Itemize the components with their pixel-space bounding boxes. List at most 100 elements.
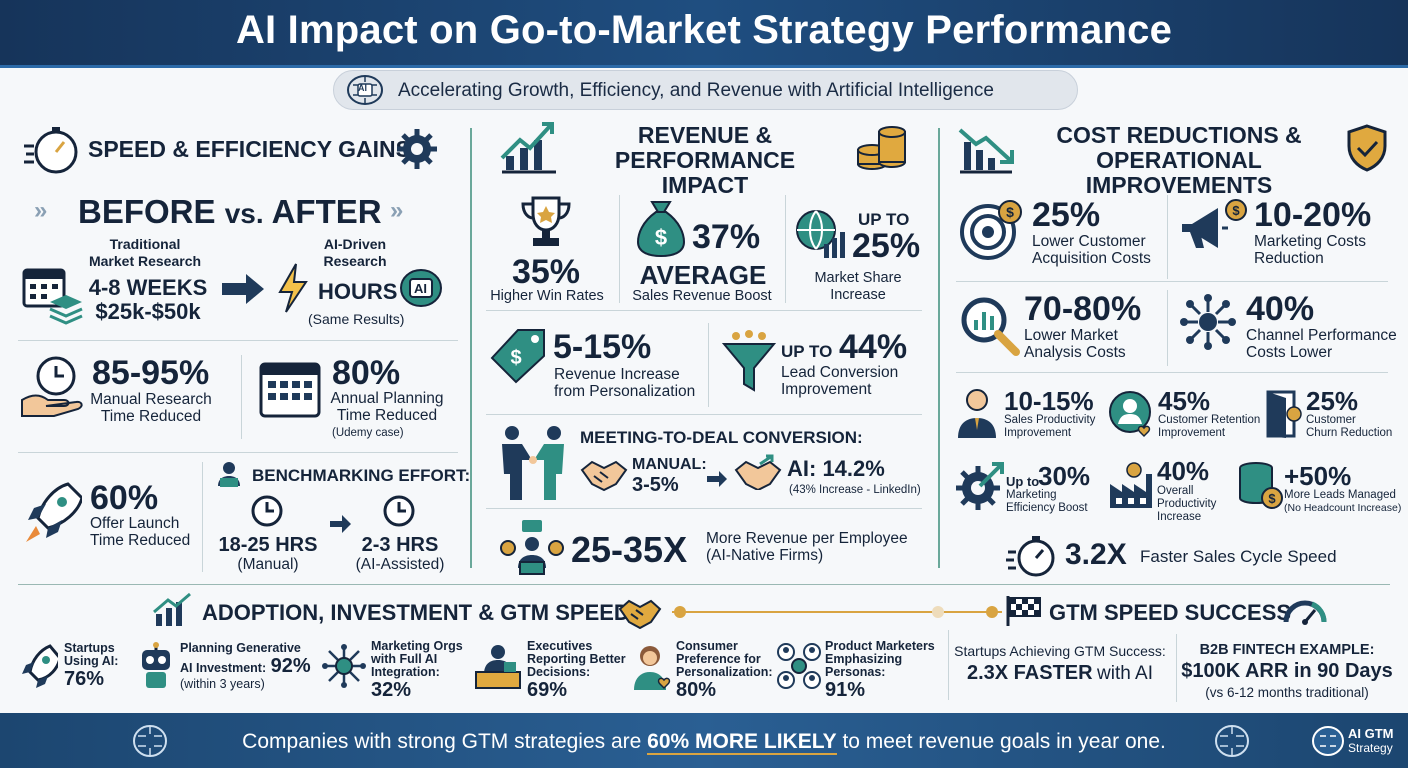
leads-managed-value: +50% (1284, 461, 1352, 491)
channel-cost-label: Channel Performance Costs Lower (1246, 327, 1397, 361)
chart-down-icon (958, 122, 1014, 174)
same-results-note: (Same Results) (308, 311, 405, 327)
sales-boost-value: 37% (692, 218, 761, 256)
personalization-label: Revenue Increase from Personalization (554, 366, 696, 400)
section-divider (18, 584, 1390, 585)
sales-boost-value2: AVERAGE (639, 260, 767, 290)
timeline-dot (986, 606, 998, 618)
cac-label: Lower Customer Acquisition Costs (1032, 233, 1151, 267)
svg-text:$: $ (1268, 491, 1276, 506)
row-divider (956, 281, 1388, 282)
circuit-brain-icon (1212, 722, 1252, 760)
ai-driven-label: AI-Driven Research (323, 236, 387, 269)
adoption-item-executives: Executives Reporting Better Decisions: 6… (527, 639, 626, 702)
gtm-startups-label: Startups Achieving GTM Success: (954, 643, 1166, 659)
retention-value: 45% (1158, 386, 1211, 416)
executive-desk-icon (474, 644, 522, 690)
factory-icon (1108, 460, 1154, 510)
traditional-values: 4-8 WEEKS $25k-$50k (88, 275, 208, 324)
footer-logo-text: AI GTM Strategy (1348, 726, 1394, 756)
brain-icon (345, 73, 385, 107)
cac-value: 25% (1032, 196, 1101, 234)
marketing-efficiency-prefix: Up to (1006, 474, 1040, 489)
funnel-icon (722, 330, 776, 394)
ai-badge-text: AI (414, 281, 427, 296)
market-share-value: 25% (852, 227, 921, 265)
header-banner (0, 0, 1408, 68)
timeline-line (672, 611, 1002, 613)
marketing-efficiency-value: 30% (1038, 461, 1091, 491)
shield-icon (1346, 124, 1388, 172)
cell-divider (1167, 290, 1168, 366)
stopwatch-fast-icon (1006, 534, 1056, 578)
adoption-item-investment: Planning Generative AI Investment: 92% (… (180, 641, 311, 691)
clock-icon (250, 494, 284, 528)
subtitle-pill (333, 70, 1078, 110)
door-icon (1264, 388, 1304, 438)
cell-divider (1167, 195, 1168, 279)
page-title: AI Impact on Go-to-Market Strategy Perfo… (235, 8, 1173, 52)
target-dollar-icon: $ (958, 198, 1026, 262)
row-divider (486, 414, 922, 415)
channel-cost-value: 40% (1246, 290, 1315, 328)
personas-icon (776, 642, 822, 690)
businessman-icon (954, 388, 1000, 440)
arrow-right-icon (705, 470, 729, 488)
chart-up-icon (500, 122, 558, 174)
stopwatch-icon (22, 124, 80, 176)
annual-planning-value: 80% (332, 354, 401, 392)
magnifier-chart-icon (958, 294, 1020, 356)
cell-divider (619, 195, 620, 303)
footer-banner (0, 713, 1408, 768)
svg-text:$: $ (1232, 203, 1240, 218)
gtm-startups-value: 2.3X FASTER with AI (966, 662, 1154, 684)
manual-research-label: Manual Research Time Reduced (90, 391, 212, 425)
revenue-employee-label: More Revenue per Employee (AI-Native Firm… (706, 530, 908, 564)
meeting-ai-note: (43% Increase - LinkedIn) (789, 484, 921, 496)
column-divider (470, 128, 472, 568)
price-tag-icon: $ (488, 328, 548, 384)
adoption-section-title: ADOPTION, INVESTMENT & GTM SPEED (202, 600, 630, 625)
trophy-icon (519, 194, 573, 250)
annual-planning-label: Annual Planning Time Reduced (330, 390, 444, 424)
cell-divider (241, 355, 242, 439)
footer-statement: Companies with strong GTM strategies are… (242, 730, 1166, 755)
employee-revenue-icon (500, 518, 564, 576)
page-subtitle: Accelerating Growth, Efficiency, and Rev… (398, 80, 994, 101)
sales-boost-label: Sales Revenue Boost (632, 288, 772, 304)
calendar-icon (258, 358, 322, 420)
cost-section-title: COST REDUCTIONS & OPERATIONAL IMPROVEMENT… (1056, 122, 1302, 198)
network-icon (322, 644, 366, 688)
timeline-dot (674, 606, 686, 618)
checkered-flag-icon (1004, 594, 1044, 628)
adoption-item-personalization: Consumer Preference for Personalization:… (676, 639, 773, 702)
speedometer-icon (1282, 594, 1328, 626)
udemy-note: (Udemy case) (332, 427, 404, 439)
gear-arrow-icon (954, 460, 1006, 512)
win-rate-label: Higher Win Rates (490, 288, 604, 304)
hand-clock-icon (20, 354, 86, 418)
bench-ai-note: (AI-Assisted) (355, 556, 445, 573)
marketing-efficiency-label: Marketing Efficiency Boost (1006, 489, 1088, 514)
brain-badge: AI (358, 83, 367, 93)
column-divider (938, 128, 940, 568)
chevrons-left-icon: » (34, 197, 48, 224)
robot-icon (136, 642, 176, 692)
ai-driven-value: HOURS (318, 279, 398, 304)
gtm-section-title: GTM SPEED SUCCESS (1049, 600, 1292, 625)
money-bag-icon: $ (636, 198, 686, 258)
cell-divider (785, 195, 786, 303)
analysis-cost-value: 70-80% (1024, 290, 1142, 328)
overall-productivity-label: Overall Productivity Increase (1157, 485, 1217, 523)
consumer-heart-icon (632, 644, 672, 692)
traditional-label: Traditional Market Research (88, 236, 202, 269)
meeting-manual-label: MANUAL: (632, 456, 707, 473)
personalization-value: 5-15% (553, 328, 652, 366)
bench-manual-note: (Manual) (237, 556, 299, 573)
clock-icon (382, 494, 416, 528)
gear-icon (395, 127, 439, 171)
speed-section-title: SPEED & EFFICIENCY GAINS (88, 136, 411, 162)
rocket-icon (20, 478, 82, 548)
marketing-cost-label: Marketing Costs Reduction (1254, 233, 1366, 267)
market-share-prefix: UP TO (858, 210, 910, 229)
